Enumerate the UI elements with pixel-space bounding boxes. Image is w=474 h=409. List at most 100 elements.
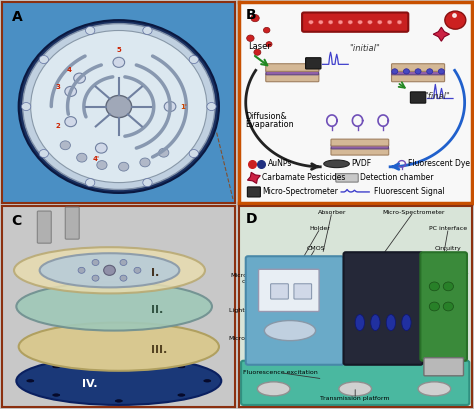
Text: Micro-Spectrometer: Micro-Spectrometer	[262, 187, 338, 196]
FancyBboxPatch shape	[37, 211, 51, 243]
Text: IV.: IV.	[82, 379, 97, 389]
Ellipse shape	[386, 315, 396, 330]
Circle shape	[134, 267, 141, 273]
Circle shape	[429, 282, 439, 291]
Text: Laser: Laser	[451, 272, 468, 277]
FancyBboxPatch shape	[336, 174, 358, 182]
FancyBboxPatch shape	[241, 361, 469, 405]
Text: "initial": "initial"	[349, 44, 380, 53]
Circle shape	[429, 302, 439, 311]
Circle shape	[143, 179, 152, 187]
Text: B: B	[246, 8, 256, 22]
Ellipse shape	[16, 357, 221, 405]
Circle shape	[254, 49, 261, 55]
Circle shape	[23, 24, 215, 189]
Text: Micro-motor: Micro-motor	[229, 336, 267, 341]
Circle shape	[164, 101, 176, 112]
Circle shape	[443, 302, 454, 311]
Circle shape	[65, 117, 76, 127]
FancyBboxPatch shape	[331, 148, 389, 155]
Text: III.: III.	[151, 345, 168, 355]
Text: A: A	[12, 10, 22, 24]
Circle shape	[443, 282, 454, 291]
Ellipse shape	[14, 247, 205, 293]
FancyBboxPatch shape	[410, 92, 426, 103]
Ellipse shape	[53, 365, 60, 368]
Circle shape	[392, 69, 398, 74]
Circle shape	[39, 150, 48, 157]
Text: 5: 5	[117, 47, 121, 53]
Circle shape	[246, 35, 254, 41]
Circle shape	[31, 31, 207, 182]
Circle shape	[97, 161, 107, 169]
Circle shape	[92, 275, 99, 281]
FancyBboxPatch shape	[266, 73, 319, 82]
Circle shape	[65, 86, 76, 97]
FancyBboxPatch shape	[392, 64, 445, 72]
Ellipse shape	[16, 282, 212, 330]
Text: II.: II.	[151, 305, 164, 315]
FancyBboxPatch shape	[331, 139, 389, 146]
Text: C: C	[12, 214, 22, 228]
Circle shape	[189, 56, 199, 63]
FancyBboxPatch shape	[331, 144, 389, 149]
Circle shape	[159, 148, 169, 157]
Circle shape	[358, 20, 363, 24]
Circle shape	[77, 153, 87, 162]
Circle shape	[78, 267, 85, 273]
Text: Carbamate Pesticides: Carbamate Pesticides	[262, 173, 346, 182]
FancyBboxPatch shape	[392, 73, 445, 82]
Text: PVDF: PVDF	[352, 160, 372, 169]
Text: Absorber: Absorber	[318, 209, 346, 215]
Ellipse shape	[204, 380, 211, 382]
Text: Holder: Holder	[310, 226, 331, 231]
Circle shape	[338, 20, 343, 24]
Ellipse shape	[178, 365, 185, 368]
Circle shape	[143, 27, 152, 34]
FancyBboxPatch shape	[392, 70, 445, 75]
Text: Fluorescence excitation: Fluorescence excitation	[243, 370, 318, 375]
Circle shape	[95, 143, 107, 153]
Ellipse shape	[115, 400, 122, 402]
Circle shape	[21, 103, 31, 110]
Ellipse shape	[402, 315, 411, 330]
Text: Evaparation: Evaparation	[246, 120, 294, 129]
Ellipse shape	[115, 360, 122, 362]
Circle shape	[309, 20, 313, 24]
Text: 4': 4'	[93, 156, 100, 162]
Ellipse shape	[355, 315, 365, 330]
Circle shape	[60, 141, 71, 150]
Circle shape	[415, 69, 421, 74]
Circle shape	[120, 275, 127, 281]
Circle shape	[266, 42, 272, 47]
Ellipse shape	[27, 380, 34, 382]
Text: I.: I.	[151, 268, 160, 279]
Text: 4: 4	[66, 67, 72, 73]
Circle shape	[104, 265, 115, 275]
Ellipse shape	[178, 394, 185, 396]
Circle shape	[319, 20, 323, 24]
FancyBboxPatch shape	[344, 252, 423, 365]
FancyBboxPatch shape	[65, 207, 79, 239]
Text: Fluorescent Dye: Fluorescent Dye	[408, 160, 470, 169]
FancyBboxPatch shape	[294, 284, 311, 299]
Circle shape	[445, 11, 466, 29]
Ellipse shape	[264, 321, 316, 341]
Text: Transmission platform: Transmission platform	[320, 396, 390, 401]
Circle shape	[92, 259, 99, 265]
Ellipse shape	[339, 382, 372, 396]
Ellipse shape	[324, 160, 349, 168]
Circle shape	[403, 69, 410, 74]
Text: Circuitry: Circuitry	[435, 246, 462, 251]
Polygon shape	[433, 27, 449, 41]
Circle shape	[85, 27, 95, 34]
Text: Fluorescent Signal: Fluorescent Signal	[374, 187, 445, 196]
FancyBboxPatch shape	[258, 269, 319, 312]
Text: CMOS: CMOS	[306, 246, 325, 251]
Circle shape	[85, 179, 95, 187]
FancyBboxPatch shape	[247, 187, 260, 197]
FancyBboxPatch shape	[424, 358, 464, 376]
Ellipse shape	[371, 315, 380, 330]
Polygon shape	[247, 172, 260, 184]
Text: 1': 1'	[181, 103, 187, 110]
